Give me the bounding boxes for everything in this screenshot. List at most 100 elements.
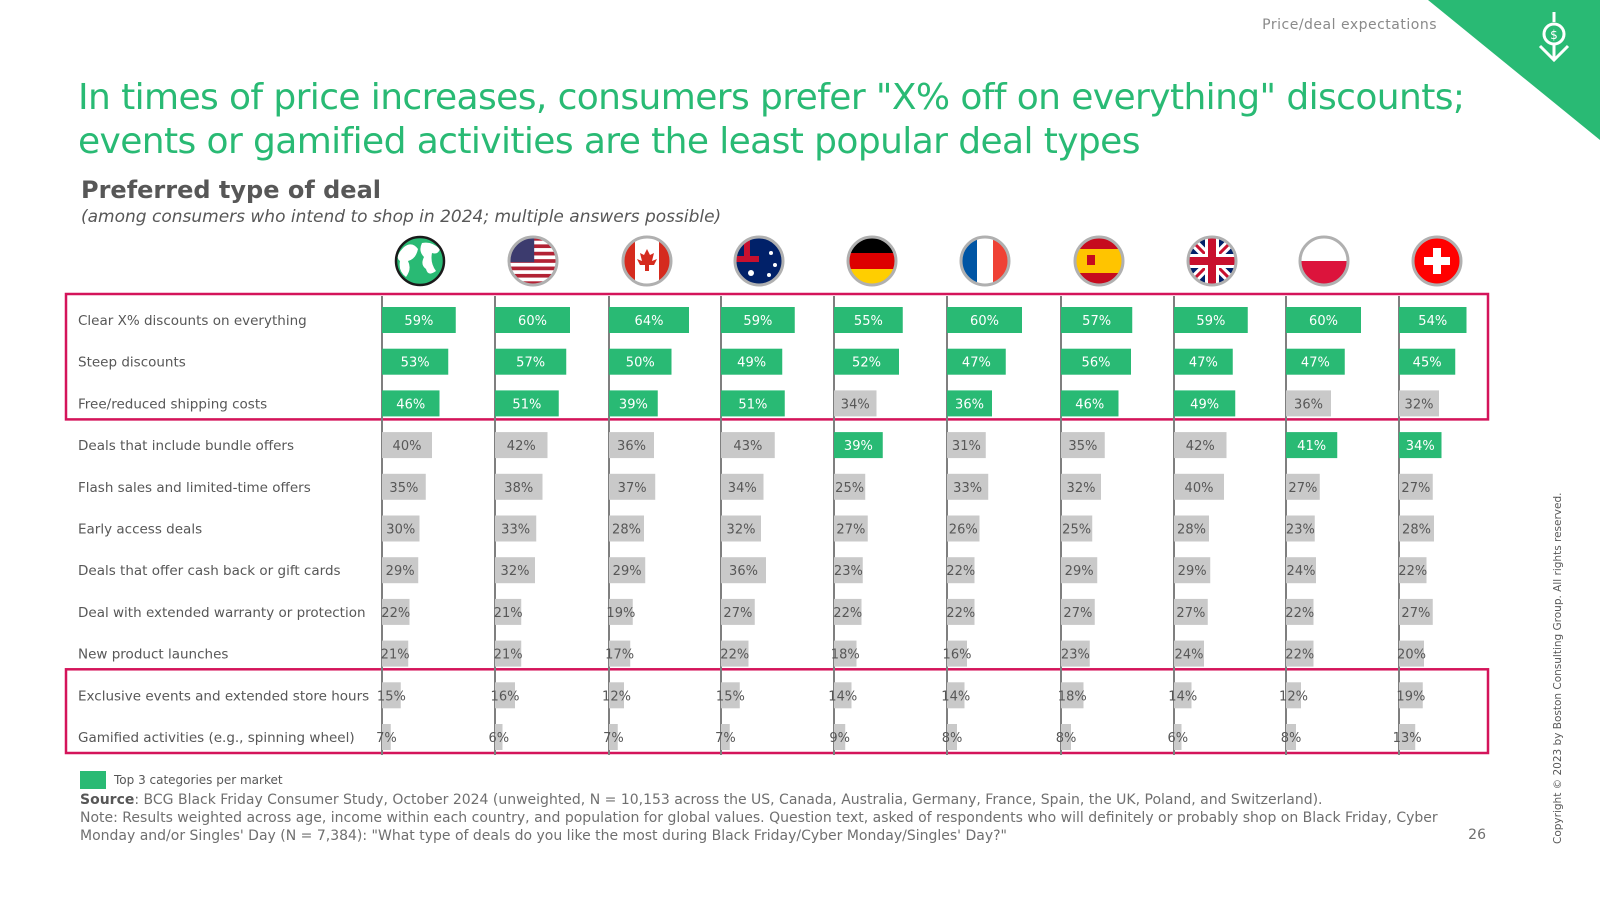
bar (1174, 432, 1227, 459)
flag-canada-icon (623, 237, 671, 285)
bar-label: 59% (1196, 314, 1225, 329)
highlight-box-1 (64, 292, 1490, 421)
bar (721, 432, 775, 459)
bar-label: 22% (946, 564, 975, 579)
bar-label: 57% (1082, 314, 1111, 329)
bar (1286, 557, 1316, 584)
bar (834, 307, 903, 333)
bar (1286, 307, 1361, 333)
row-label: New product launches (78, 647, 228, 663)
bar-label: 43% (733, 439, 762, 454)
row-label: Deals that offer cash back or gift cards (78, 563, 341, 579)
bar (947, 348, 1006, 375)
bar-label: 56% (1082, 356, 1111, 371)
bar (382, 432, 432, 459)
bar (1399, 682, 1423, 709)
bar-label: 28% (612, 523, 641, 538)
bar-label: 18% (831, 648, 860, 663)
bar-label: 39% (619, 397, 648, 412)
bar (1174, 682, 1192, 709)
bar-label: 32% (1405, 397, 1434, 412)
bar (1061, 390, 1119, 417)
bar (495, 557, 535, 584)
source-text: : BCG Black Friday Consumer Study, Octob… (134, 792, 1323, 808)
bar-label: 40% (1185, 481, 1214, 496)
flag-ring (733, 235, 785, 287)
bar (721, 724, 730, 750)
bar-label: 7% (715, 731, 736, 746)
bar (721, 598, 755, 625)
row-label: Deals that include bundle offers (78, 438, 294, 454)
bar (1399, 432, 1442, 459)
bar (721, 348, 783, 375)
bar-label: 21% (494, 648, 523, 663)
bar (609, 515, 644, 542)
bar (947, 390, 992, 417)
bar-label: 29% (613, 564, 642, 579)
bar (721, 307, 795, 333)
bar (495, 598, 522, 625)
note-text: Note: Results weighted across age, incom… (80, 810, 1438, 844)
bar-label: 46% (1075, 397, 1104, 412)
bar-label: 42% (1186, 439, 1215, 454)
bar-label: 27% (1288, 481, 1317, 496)
bar-label: 16% (943, 648, 972, 663)
bar-label: 64% (635, 314, 664, 329)
flag-us-icon (509, 237, 557, 285)
bar (495, 473, 543, 500)
bar-label: 47% (1301, 356, 1330, 371)
bar (1399, 390, 1439, 417)
bar-label: 54% (1418, 314, 1447, 329)
bar-label: 19% (1396, 689, 1425, 704)
bar-label: 38% (504, 481, 533, 496)
bar-label: 15% (377, 689, 406, 704)
bar-label: 8% (942, 731, 963, 746)
bar-label: 57% (516, 356, 545, 371)
bar-label: 52% (852, 356, 881, 371)
source-label: Source (80, 792, 135, 808)
bar (609, 390, 658, 417)
page-number: 26 (1468, 827, 1486, 843)
bar (495, 640, 522, 667)
bar-label: 36% (729, 564, 758, 579)
bar (1286, 432, 1338, 459)
flag-ring (394, 235, 446, 287)
legend-swatch-top3 (80, 771, 106, 789)
bar-label: 12% (602, 689, 631, 704)
bar (834, 557, 863, 584)
row-label: Exclusive events and extended store hour… (78, 688, 369, 704)
bar (609, 724, 618, 750)
legend-label: Top 3 categories per market (114, 773, 283, 787)
bar (382, 307, 456, 333)
bar-label: 22% (1285, 606, 1314, 621)
bar-label: 39% (844, 439, 873, 454)
bar-label: 22% (381, 606, 410, 621)
bar-label: 53% (401, 356, 430, 371)
bar-label: 23% (1286, 523, 1315, 538)
svg-text:$: $ (1550, 28, 1558, 42)
bar-label: 36% (617, 439, 646, 454)
bar-label: 32% (1067, 481, 1096, 496)
bar (1399, 307, 1467, 333)
bar-label: 20% (1397, 648, 1426, 663)
bar (947, 515, 980, 542)
bar-label: 51% (512, 397, 541, 412)
bar (1399, 473, 1433, 500)
bar-label: 51% (738, 397, 767, 412)
slide-title: In times of price increases, consumers p… (78, 77, 1465, 162)
download-dollar-icon: $ (1538, 12, 1570, 63)
bar-label: 8% (1056, 731, 1077, 746)
highlight-box-2 (64, 668, 1490, 755)
bar (1286, 598, 1314, 625)
bar (721, 640, 749, 667)
bar-label: 22% (1398, 564, 1427, 579)
bar-label: 60% (518, 314, 547, 329)
bar-label: 14% (828, 689, 857, 704)
bar (382, 682, 401, 709)
bar (1286, 515, 1315, 542)
bar-label: 22% (946, 606, 975, 621)
bar (947, 473, 989, 500)
bar (947, 432, 986, 459)
bar (1061, 682, 1084, 709)
